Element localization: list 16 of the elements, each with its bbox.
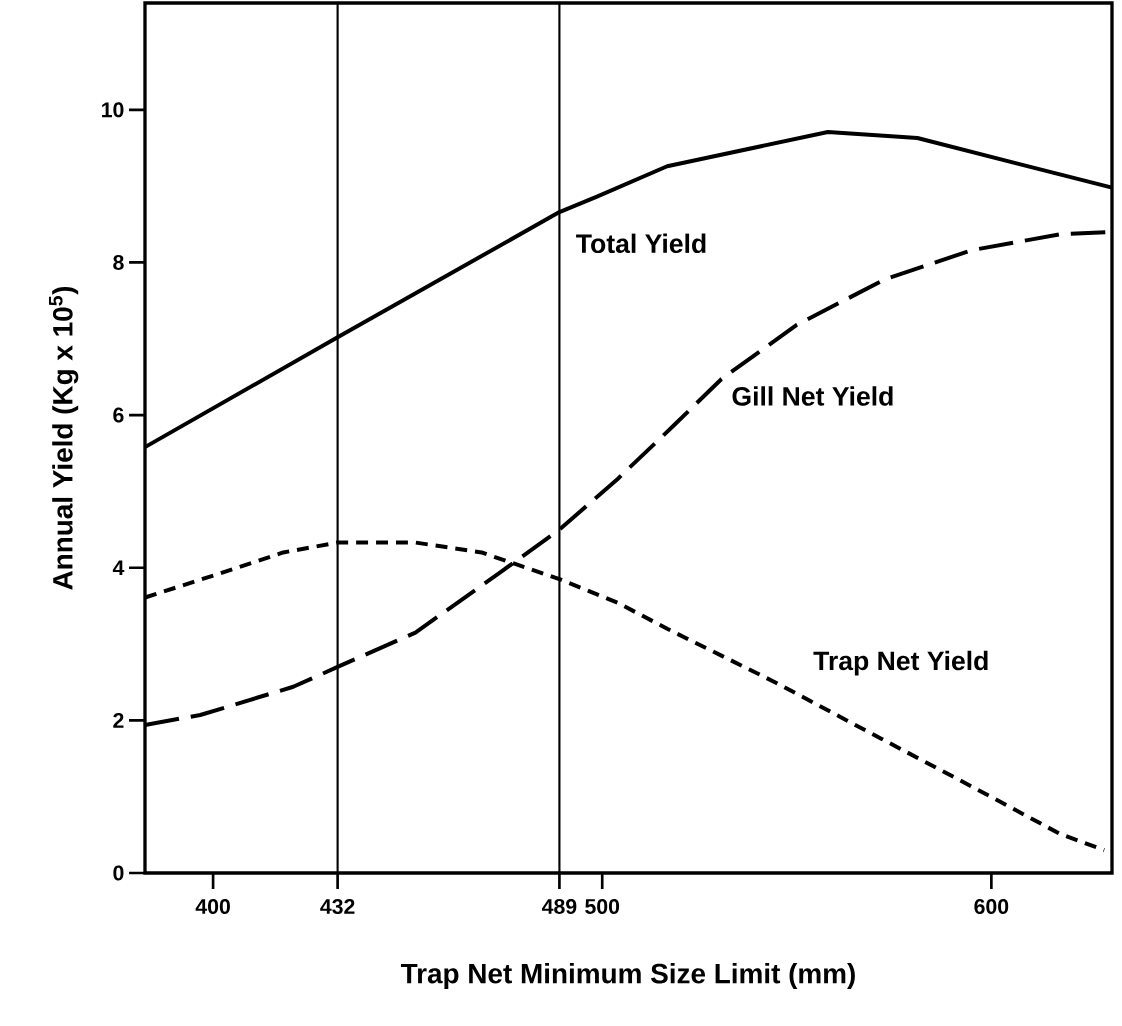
y-axis-title: Annual Yield (Kg x 10$^{5}$): [48, 286, 79, 590]
x-tick-label: 500: [585, 898, 620, 914]
series-label: Trap Net Yield: [813, 650, 988, 676]
series-label: Gill Net Yield: [732, 386, 893, 406]
y-tick-label: 4: [112, 560, 125, 576]
x-tick-label: 400: [195, 898, 230, 914]
y-tick-label: 2: [113, 712, 124, 728]
y-tick-label: 10: [102, 102, 124, 118]
y-tick-label: 6: [113, 407, 124, 423]
y-tick-label: 8: [113, 254, 124, 270]
x-tick-label: 432: [320, 898, 355, 914]
x-tick-label: 600: [974, 898, 1009, 914]
x-axis-title: Trap Net Minimum Size Limit (mm): [400, 962, 855, 989]
y-tick-label: 0: [113, 865, 124, 881]
series-label: Total Yield: [576, 233, 706, 254]
x-tick-label: 489: [542, 898, 577, 914]
